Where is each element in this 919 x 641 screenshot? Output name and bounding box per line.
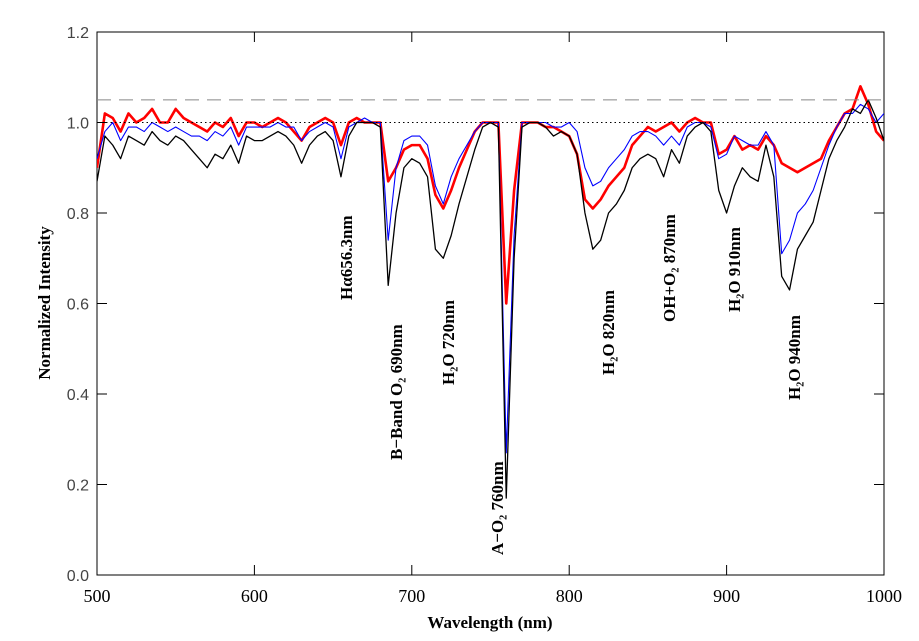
annotation: H₂O 820nm — [599, 290, 618, 375]
annotation: A−O₂ 760nm — [488, 461, 507, 555]
spectrum-line — [97, 103, 884, 454]
annotation: H₂O 720nm — [439, 300, 458, 385]
y-tick-label: 1.2 — [67, 25, 89, 42]
annotation: B−Band O₂ 690nm — [387, 324, 406, 460]
x-tick-label: 800 — [556, 586, 583, 606]
x-tick-label: 600 — [241, 586, 268, 606]
y-tick-label: 0.4 — [67, 387, 89, 404]
annotation: H₂O 940nm — [785, 315, 804, 400]
y-tick-label: 0.6 — [67, 297, 89, 314]
x-tick-label: 900 — [713, 586, 740, 606]
annotation: Hα656.3nm — [337, 215, 356, 300]
y-tick-label: 0.2 — [67, 478, 89, 495]
y-tick-label: 1.0 — [67, 116, 89, 133]
y-tick-label: 0.8 — [67, 206, 89, 223]
x-axis-title: Wavelength (nm) — [427, 613, 552, 632]
x-tick-label: 1000 — [866, 586, 902, 606]
spectrum-line — [97, 85, 884, 305]
spectrum-line — [97, 99, 884, 499]
x-tick-label: 700 — [398, 586, 425, 606]
y-tick-label: 0.0 — [67, 568, 89, 585]
plot-lines — [97, 85, 884, 499]
annotation: OH+O₂ 870nm — [660, 214, 679, 322]
x-tick-label: 500 — [84, 586, 111, 606]
annotation: H₂O 910nm — [725, 227, 744, 312]
y-axis-title: Normalized Intensity — [35, 226, 54, 380]
